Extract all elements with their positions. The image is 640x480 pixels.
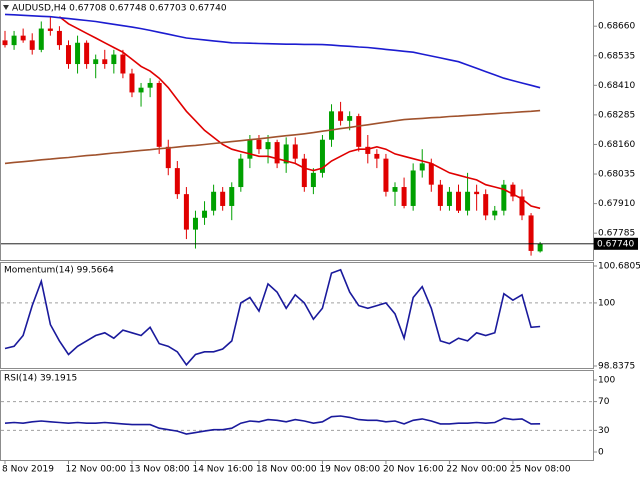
price-panel: [0, 0, 594, 261]
candle-body: [102, 59, 108, 65]
candle-body: [174, 168, 180, 195]
candle-body: [501, 184, 507, 211]
last-price-label: 0.67740: [597, 239, 634, 249]
candle-body: [528, 215, 534, 251]
candle-body: [383, 158, 389, 192]
x-tick-label: 12 Nov 00:00: [65, 465, 126, 475]
y-tick-label: 0.68035: [598, 170, 635, 180]
indicator-line: [4, 268, 541, 367]
candle-body: [202, 210, 208, 218]
candle-body: [446, 191, 452, 206]
candle-body: [165, 146, 171, 169]
candle-body: [392, 187, 398, 192]
candle-body: [483, 194, 489, 216]
candle-body: [410, 170, 416, 206]
candle-body: [93, 59, 99, 65]
candle-body: [365, 146, 371, 154]
candle-body: [283, 144, 289, 164]
candle-body: [183, 194, 189, 230]
candle-body: [2, 40, 8, 46]
candle-body: [465, 191, 471, 211]
candle-body: [129, 73, 135, 93]
candle-body: [156, 82, 162, 147]
indicator-line: [4, 415, 541, 435]
candle-body: [84, 42, 90, 65]
x-tick-label: 20 Nov 16:00: [383, 465, 444, 475]
candle-body: [265, 142, 271, 150]
moving-average: [4, 109, 541, 165]
x-tick-label: 13 Nov 08:00: [129, 465, 190, 475]
candle-body: [428, 163, 434, 185]
candle-body: [256, 139, 262, 150]
candle-body: [401, 187, 407, 206]
y-tick-label: 30: [598, 426, 610, 436]
chart-title: AUDUSD,H4 0.67708 0.67748 0.67703 0.6774…: [12, 4, 227, 14]
last-price-box: [594, 237, 638, 250]
candle-body: [56, 30, 62, 46]
moving-average: [4, 13, 541, 89]
momentum-title: Momentum(14) 99.5664: [4, 266, 114, 276]
candle-body: [374, 153, 380, 159]
candle-body: [192, 217, 198, 230]
candle-body: [38, 28, 44, 50]
y-tick-label: 0.68535: [598, 51, 635, 61]
y-tick-label: 98.8375: [598, 362, 635, 372]
candle-body: [338, 111, 344, 121]
candle-body: [138, 87, 144, 93]
candle-body: [537, 243, 543, 252]
candle-body: [519, 196, 525, 216]
candle-body: [419, 163, 425, 171]
candle-body: [211, 191, 217, 211]
candle-body: [329, 111, 335, 140]
candle-body: [120, 54, 126, 74]
rsi-title: RSI(14) 39.1915: [4, 374, 77, 384]
x-tick-label: 14 Nov 16:00: [192, 465, 253, 475]
candle-body: [29, 40, 35, 50]
y-tick-label: 0.67910: [598, 199, 635, 209]
candle-body: [247, 139, 253, 159]
candle-body: [292, 144, 298, 159]
y-tick-label: 100: [598, 376, 615, 386]
x-tick-label: 22 Nov 00:00: [446, 465, 507, 475]
y-tick-label: 100: [598, 298, 615, 308]
candle-body: [111, 54, 117, 65]
candle-body: [492, 210, 498, 216]
x-tick-label: 18 Nov 00:00: [256, 465, 317, 475]
candle-body: [347, 116, 353, 121]
candle-body: [356, 116, 362, 147]
y-tick-label: 0.68410: [598, 81, 635, 91]
y-tick-label: 100.6805: [598, 262, 640, 272]
candle-body: [147, 82, 153, 88]
candle-body: [220, 191, 226, 206]
candle-body: [20, 35, 26, 41]
candle-body: [47, 28, 53, 31]
candle-body: [274, 142, 280, 164]
candle-body: [11, 35, 17, 46]
momentum-panel: [0, 262, 594, 369]
candle-body: [229, 187, 235, 206]
candle-body: [310, 172, 316, 188]
x-tick-label: 25 Nov 08:00: [510, 465, 571, 475]
y-tick-label: 70: [598, 397, 610, 407]
y-tick-label: 0.68660: [598, 22, 635, 32]
x-tick-label: 8 Nov 2019: [2, 465, 54, 475]
y-tick-label: 0.68160: [598, 140, 635, 150]
candle-body: [437, 184, 443, 206]
candle-body: [456, 191, 461, 211]
candle-body: [301, 158, 307, 188]
candle-body: [510, 184, 516, 197]
rsi-panel: [0, 370, 594, 461]
candle-body: [474, 191, 480, 195]
x-tick-label: 19 Nov 08:00: [319, 465, 380, 475]
candle-body: [75, 42, 81, 65]
moving-average: [58, 16, 541, 210]
y-tick-label: 0.68285: [598, 110, 635, 120]
y-tick-label: 0: [598, 448, 604, 458]
candle-body: [65, 45, 71, 65]
symbol-icon: [3, 5, 9, 10]
candle-body: [238, 158, 244, 188]
y-tick-label: 0.67785: [598, 229, 635, 239]
candle-body: [319, 139, 325, 173]
